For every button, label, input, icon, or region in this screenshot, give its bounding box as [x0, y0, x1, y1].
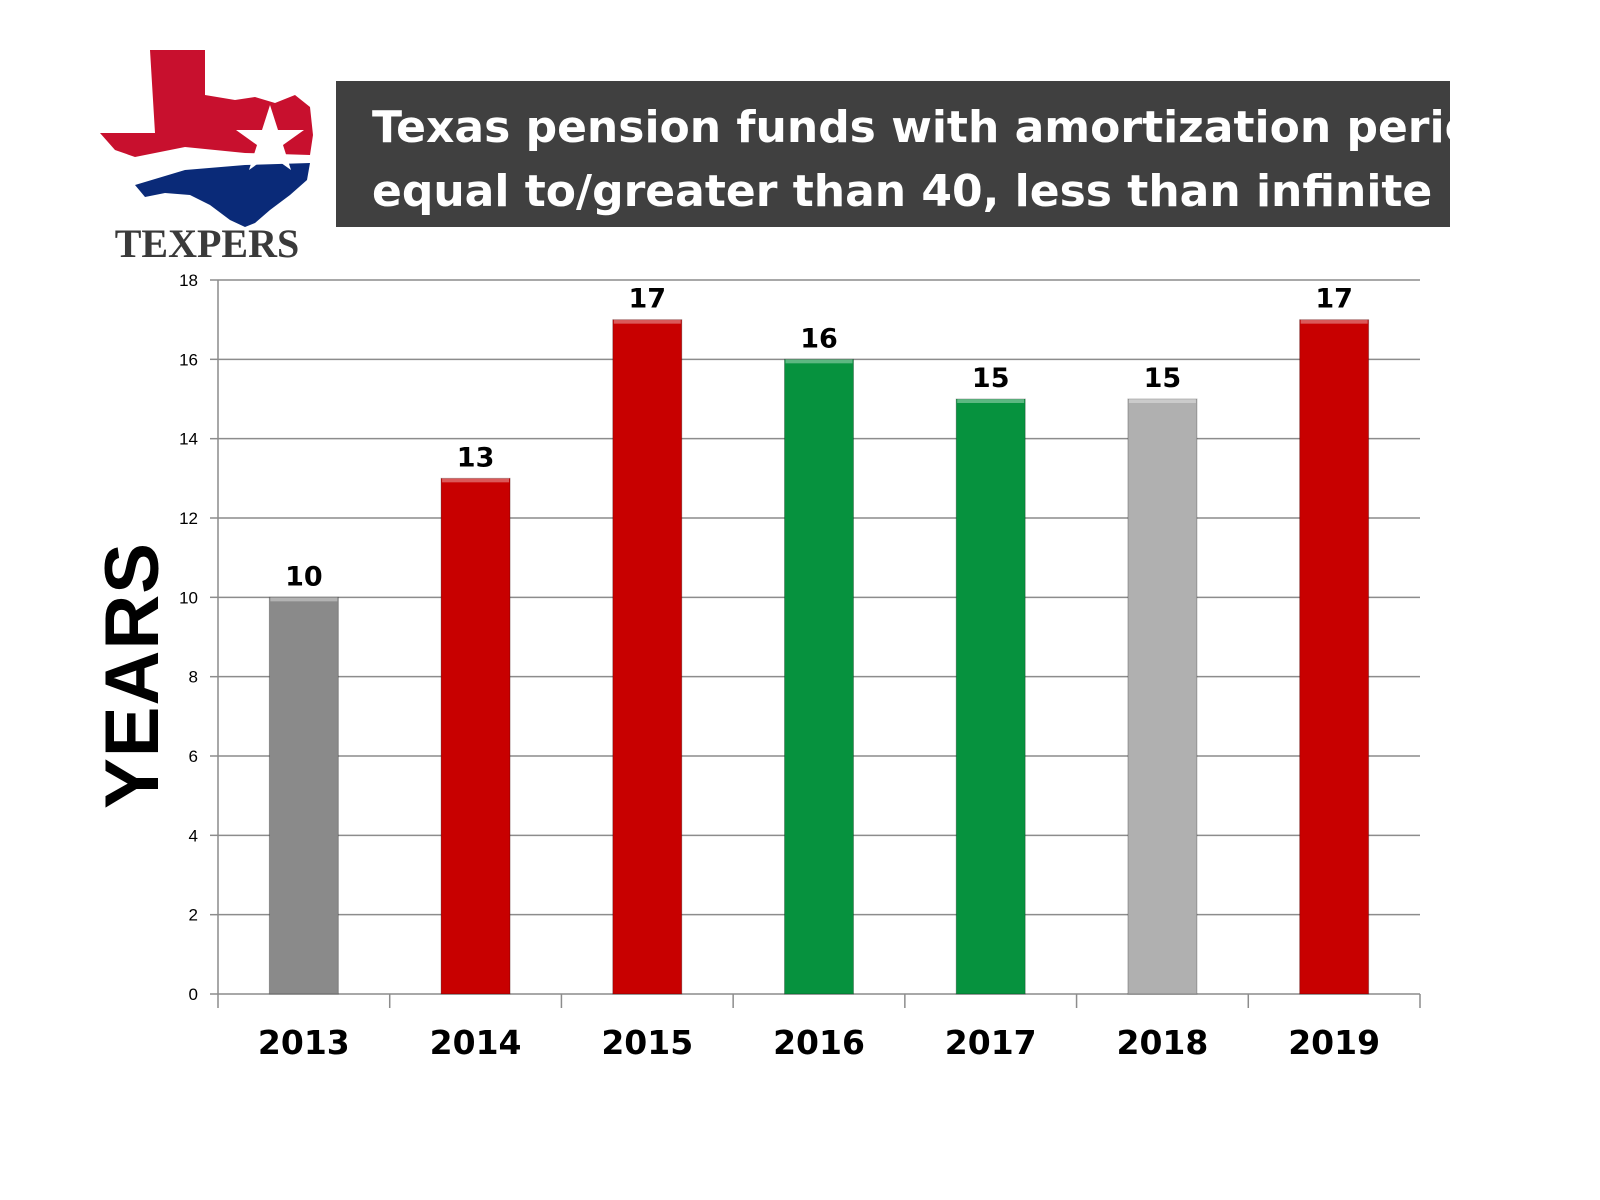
bar-highlight	[785, 359, 853, 364]
y-tick-label: 0	[189, 985, 198, 1004]
data-label: 17	[1315, 284, 1353, 315]
texas-map-blue-icon	[135, 163, 310, 227]
data-label: 13	[457, 442, 495, 473]
bar-highlight	[442, 478, 510, 483]
y-tick-label: 6	[189, 747, 198, 766]
bar-2019	[1299, 319, 1370, 995]
bar-2017	[955, 398, 1026, 995]
data-label: 17	[628, 284, 666, 315]
x-tick-label: 2016	[773, 1023, 865, 1062]
data-label: 15	[1144, 363, 1182, 394]
y-tick-label: 4	[189, 826, 198, 845]
bar-2018	[1127, 398, 1198, 995]
x-tick-label: 2018	[1116, 1023, 1208, 1062]
texpers-logo: TEXPERS	[100, 50, 313, 266]
y-tick-label: 14	[179, 430, 198, 449]
bar-2015	[612, 319, 683, 995]
data-label: 15	[972, 363, 1010, 394]
y-tick-label: 2	[189, 906, 198, 925]
y-tick-label: 18	[179, 271, 198, 290]
y-tick-label: 16	[179, 350, 198, 369]
x-tick-label: 2015	[601, 1023, 693, 1062]
bar-2016	[784, 358, 854, 995]
data-label: 10	[285, 561, 323, 592]
bar-highlight	[270, 597, 338, 602]
x-tick-label: 2019	[1288, 1023, 1380, 1062]
x-tick-label: 2013	[258, 1023, 350, 1062]
bar-2013	[268, 596, 339, 995]
y-tick-label: 8	[189, 668, 198, 687]
chart-title: Texas pension funds with amortization pe…	[336, 81, 1533, 227]
bar-highlight	[1128, 399, 1196, 403]
star-icon	[236, 105, 304, 170]
x-tick-label: 2017	[945, 1023, 1037, 1062]
bar-highlight	[957, 399, 1025, 403]
chart-title-line-1: Texas pension funds with amortization pe…	[372, 102, 1533, 153]
chart-title-line-2: equal to/greater than 40, less than infi…	[372, 166, 1433, 217]
y-tick-label: 10	[179, 588, 198, 607]
x-tick-label: 2014	[430, 1023, 522, 1062]
bar-highlight	[1300, 319, 1368, 324]
bar-highlight	[613, 319, 681, 324]
bar-2014	[440, 477, 511, 995]
y-tick-label: 12	[179, 509, 198, 528]
data-label: 16	[800, 323, 838, 354]
logo-text: TEXPERS	[115, 221, 300, 266]
